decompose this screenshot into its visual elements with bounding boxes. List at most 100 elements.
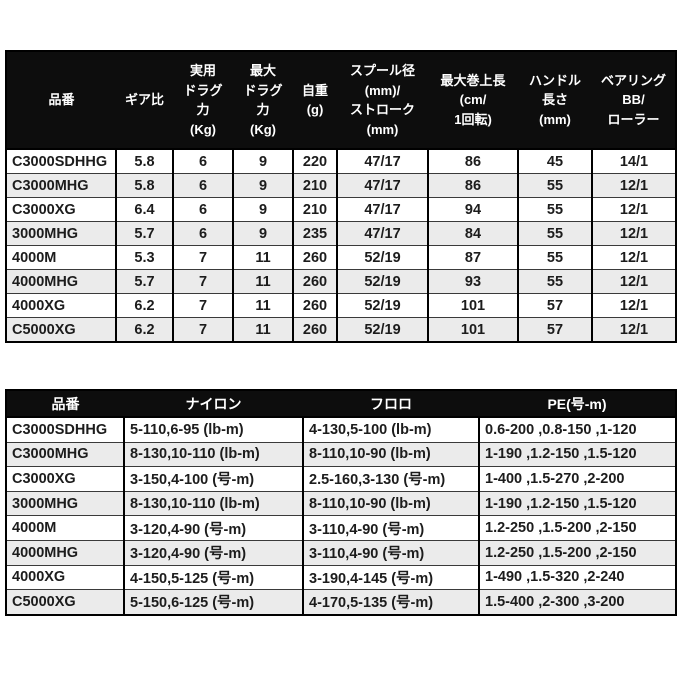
model-cell: 4000M (6, 515, 124, 541)
header-row: 品番 ナイロン フロロ PE(号-m) (6, 390, 676, 418)
value-cell: 5.3 (115, 245, 173, 270)
value-cell: 7 (172, 317, 233, 342)
value-cell: 220 (292, 148, 337, 174)
table-row: C5000XG 5-150,6-125 (号-m) 4-170,5-135 (号-m… (6, 589, 676, 615)
value-cell: 87 (427, 245, 518, 270)
value-cell: 11 (232, 269, 293, 294)
model-cell: C5000XG (6, 317, 116, 342)
value-cell: 93 (427, 269, 518, 294)
table-row: 4000XG 6.2 7 11 260 52/19 101 57 12/1 (6, 293, 676, 318)
col-header-bearings: ベアリング BB/ ローラー (592, 51, 676, 150)
value-cell: 1.2-250 ,1.5-200 ,2-150 (478, 515, 676, 541)
value-cell: 260 (292, 269, 337, 294)
value-cell: 55 (517, 221, 592, 246)
table-row: C3000SDHHG 5.8 6 9 220 47/17 86 45 14/1 (6, 148, 676, 174)
value-cell: 6 (172, 173, 233, 198)
col-header-handle-length: ハンドル 長さ (mm) (518, 51, 592, 150)
value-cell: 94 (427, 197, 518, 222)
value-cell: 55 (517, 269, 592, 294)
table-row: C3000XG 3-150,4-100 (号-m) 2.5-160,3-130 (号… (6, 466, 676, 492)
table-row: C3000MHG 5.8 6 9 210 47/17 86 55 12/1 (6, 173, 676, 198)
value-cell: 52/19 (336, 269, 428, 294)
line-capacity-table: 品番 ナイロン フロロ PE(号-m) C3000SDHHG 5-110,6-95… (5, 389, 677, 616)
value-cell: 8-110,10-90 (lb-m) (302, 490, 479, 516)
value-cell: 6.2 (115, 293, 173, 318)
value-cell: 1-190 ,1.2-150 ,1.5-120 (478, 441, 676, 467)
value-cell: 47/17 (336, 173, 428, 198)
value-cell: 86 (427, 173, 518, 198)
col-header-practical-drag: 実用 ドラグ 力 (Kg) (173, 51, 233, 150)
value-cell: 3-190,4-145 (号-m) (302, 564, 479, 590)
value-cell: 12/1 (591, 293, 676, 318)
col-header-model: 品番 (6, 51, 116, 150)
table-row: C5000XG 6.2 7 11 260 52/19 101 57 12/1 (6, 317, 676, 342)
model-cell: 4000M (6, 245, 116, 270)
value-cell: 52/19 (336, 317, 428, 342)
value-cell: 4-150,5-125 (号-m) (123, 564, 303, 590)
value-cell: 11 (232, 317, 293, 342)
value-cell: 12/1 (591, 197, 676, 222)
value-cell: 8-110,10-90 (lb-m) (302, 441, 479, 467)
model-cell: C3000SDHHG (6, 148, 116, 174)
value-cell: 55 (517, 197, 592, 222)
value-cell: 260 (292, 293, 337, 318)
value-cell: 14/1 (591, 148, 676, 174)
table-row: 4000MHG 5.7 7 11 260 52/19 93 55 12/1 (6, 269, 676, 294)
line-table-body: C3000SDHHG 5-110,6-95 (lb-m) 4-130,5-100 (… (6, 416, 676, 615)
value-cell: 55 (517, 245, 592, 270)
model-cell: 4000XG (6, 564, 124, 590)
value-cell: 9 (232, 148, 293, 174)
model-cell: C5000XG (6, 589, 124, 615)
value-cell: 101 (427, 293, 518, 318)
value-cell: 9 (232, 197, 293, 222)
value-cell: 5.7 (115, 221, 173, 246)
value-cell: 7 (172, 293, 233, 318)
table-row: C3000SDHHG 5-110,6-95 (lb-m) 4-130,5-100 (… (6, 416, 676, 443)
value-cell: 1-400 ,1.5-270 ,2-200 (478, 466, 676, 492)
col-header-pe: PE(号-m) (479, 390, 676, 418)
col-header-max-drag: 最大 ドラグ 力 (Kg) (233, 51, 293, 150)
value-cell: 7 (172, 269, 233, 294)
value-cell: 0.6-200 ,0.8-150 ,1-120 (478, 416, 676, 443)
value-cell: 9 (232, 221, 293, 246)
value-cell: 8-130,10-110 (lb-m) (123, 490, 303, 516)
col-header-spool-diameter: スプール径 (mm)/ ストローク (mm) (337, 51, 428, 150)
value-cell: 210 (292, 173, 337, 198)
model-cell: 4000MHG (6, 539, 124, 566)
value-cell: 5.7 (115, 269, 173, 294)
model-cell: 4000XG (6, 293, 116, 318)
table-row: 3000MHG 8-130,10-110 (lb-m) 8-110,10-90 (l… (6, 490, 676, 516)
table-row: 4000M 5.3 7 11 260 52/19 87 55 12/1 (6, 245, 676, 270)
value-cell: 210 (292, 197, 337, 222)
model-cell: C3000XG (6, 466, 124, 492)
value-cell: 1-490 ,1.5-320 ,2-240 (478, 564, 676, 590)
value-cell: 4-170,5-135 (号-m) (302, 589, 479, 615)
value-cell: 235 (292, 221, 337, 246)
value-cell: 260 (292, 245, 337, 270)
model-cell: 3000MHG (6, 221, 116, 246)
value-cell: 11 (232, 245, 293, 270)
value-cell: 45 (517, 148, 592, 174)
value-cell: 1.5-400 ,2-300 ,3-200 (478, 589, 676, 615)
value-cell: 7 (172, 245, 233, 270)
value-cell: 52/19 (336, 245, 428, 270)
value-cell: 101 (427, 317, 518, 342)
value-cell: 3-120,4-90 (号-m) (123, 515, 303, 541)
model-cell: C3000XG (6, 197, 116, 222)
value-cell: 3-110,4-90 (号-m) (302, 539, 479, 566)
value-cell: 6 (172, 148, 233, 174)
col-header-fluoro: フロロ (303, 390, 479, 418)
value-cell: 5-150,6-125 (号-m) (123, 589, 303, 615)
table-row: 4000XG 4-150,5-125 (号-m) 3-190,4-145 (号-m)… (6, 564, 676, 590)
table-row: 3000MHG 5.7 6 9 235 47/17 84 55 12/1 (6, 221, 676, 246)
value-cell: 1.2-250 ,1.5-200 ,2-150 (478, 539, 676, 566)
value-cell: 12/1 (591, 245, 676, 270)
value-cell: 6 (172, 197, 233, 222)
value-cell: 57 (517, 293, 592, 318)
line-table-header: 品番 ナイロン フロロ PE(号-m) (6, 390, 676, 418)
value-cell: 47/17 (336, 197, 428, 222)
value-cell: 55 (517, 173, 592, 198)
col-header-nylon: ナイロン (124, 390, 303, 418)
value-cell: 8-130,10-110 (lb-m) (123, 441, 303, 467)
